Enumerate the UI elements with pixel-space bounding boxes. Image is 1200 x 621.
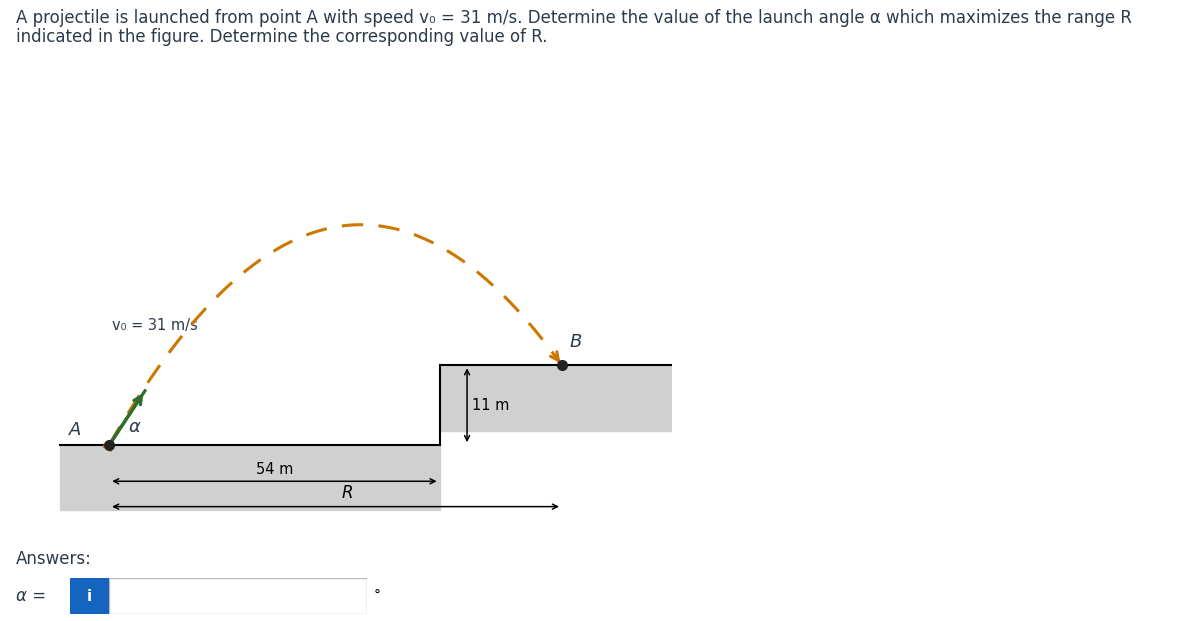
Text: °: °	[373, 589, 380, 603]
Text: Answers:: Answers:	[16, 550, 91, 568]
Polygon shape	[60, 445, 439, 510]
Text: α =: α =	[16, 587, 46, 605]
Text: α: α	[128, 419, 140, 437]
Text: A: A	[70, 421, 82, 439]
Text: v₀ = 31 m/s: v₀ = 31 m/s	[113, 318, 198, 333]
Text: 54 m: 54 m	[256, 462, 293, 477]
Text: B: B	[569, 333, 582, 351]
Text: A projectile is launched from point A with speed v₀ = 31 m/s. Determine the valu: A projectile is launched from point A wi…	[16, 9, 1132, 27]
Polygon shape	[439, 365, 684, 430]
Text: R: R	[342, 484, 354, 502]
Text: 11 m: 11 m	[472, 397, 509, 413]
FancyBboxPatch shape	[70, 578, 109, 614]
Text: indicated in the figure. Determine the corresponding value of R.: indicated in the figure. Determine the c…	[16, 28, 547, 46]
FancyBboxPatch shape	[109, 578, 367, 614]
Text: i: i	[86, 589, 92, 604]
